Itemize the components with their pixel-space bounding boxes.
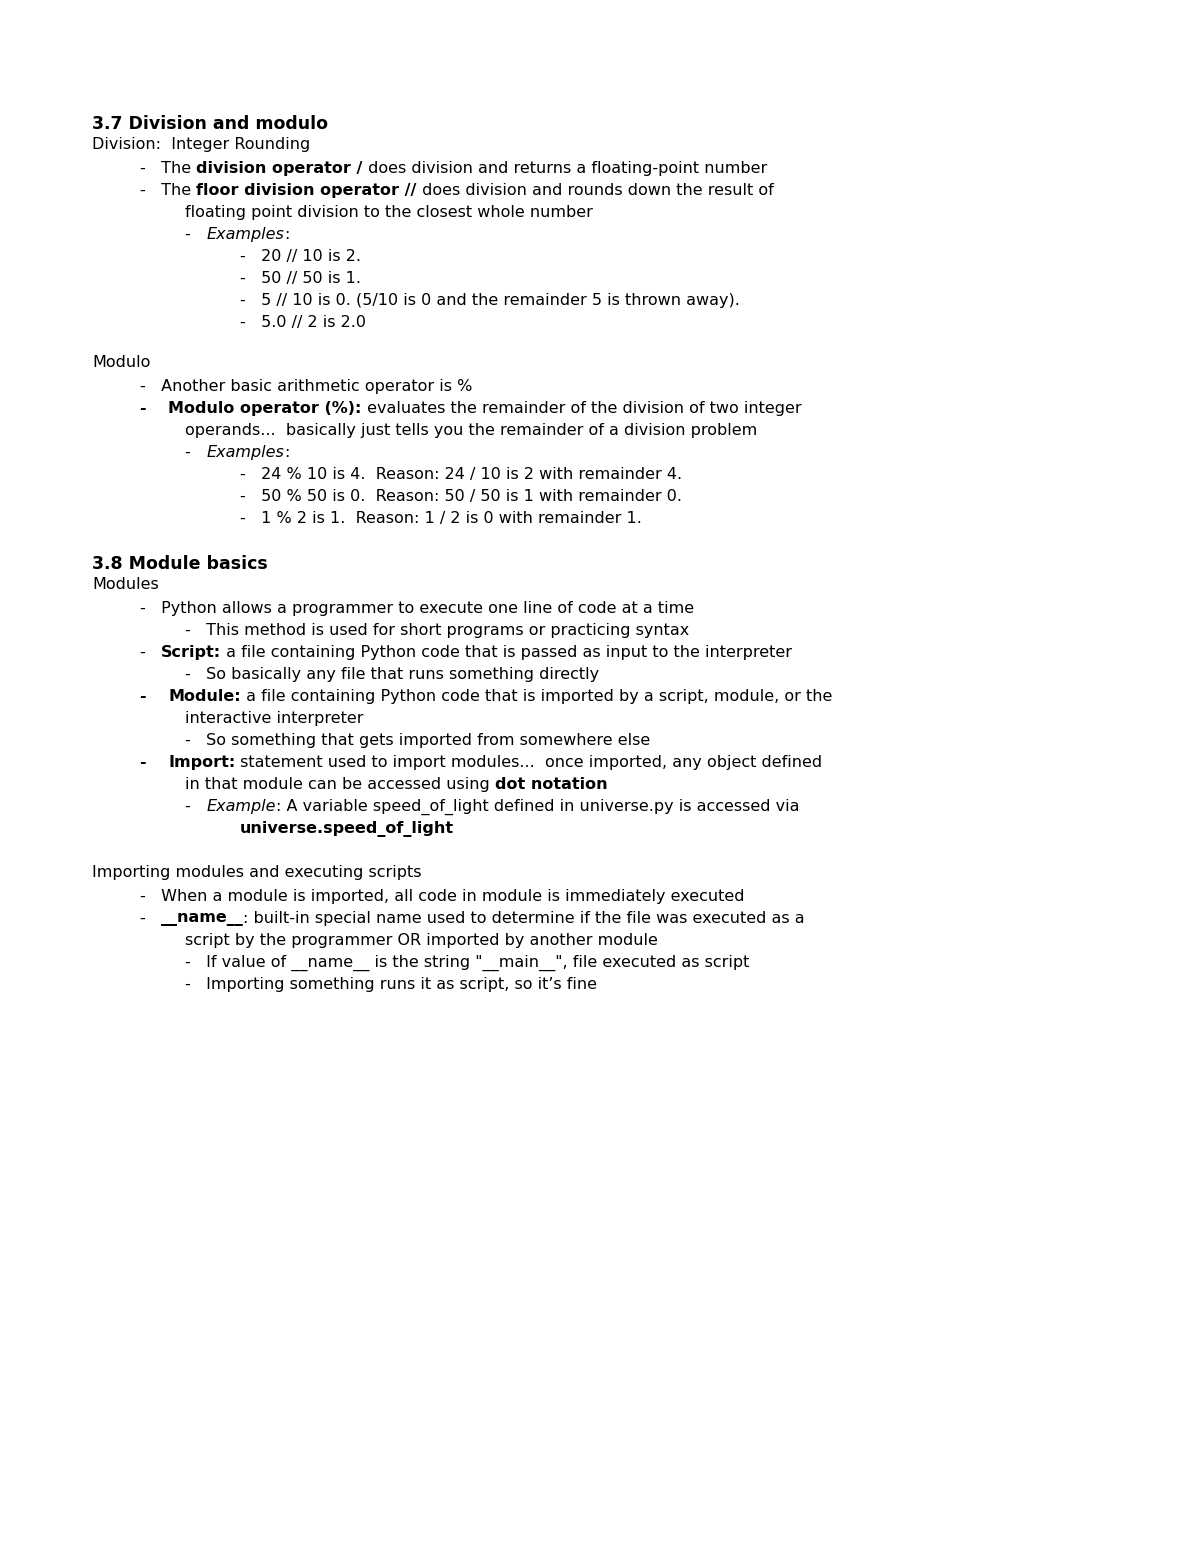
Text: -   Python allows a programmer to execute one line of code at a time: - Python allows a programmer to execute …: [140, 601, 694, 617]
Text: -   When a module is imported, all code in module is immediately executed: - When a module is imported, all code in…: [140, 888, 744, 904]
Text: -: -: [140, 644, 161, 660]
Text: does division and returns a floating-point number: does division and returns a floating-poi…: [362, 162, 767, 175]
Text: -   50 // 50 is 1.: - 50 // 50 is 1.: [240, 272, 361, 286]
Text: -: -: [140, 912, 161, 926]
Text: Division:  Integer Rounding: Division: Integer Rounding: [92, 137, 311, 152]
Text: in that module can be accessed using: in that module can be accessed using: [185, 776, 494, 792]
Text: -   24 % 10 is 4.  Reason: 24 / 10 is 2 with remainder 4.: - 24 % 10 is 4. Reason: 24 / 10 is 2 wit…: [240, 467, 682, 481]
Text: interactive interpreter: interactive interpreter: [185, 711, 364, 725]
Text: -   5.0 // 2 is 2.0: - 5.0 // 2 is 2.0: [240, 315, 366, 329]
Text: -   50 % 50 is 0.  Reason: 50 / 50 is 1 with remainder 0.: - 50 % 50 is 0. Reason: 50 / 50 is 1 wit…: [240, 489, 682, 505]
Text: __name__: __name__: [161, 912, 242, 926]
Text: -: -: [185, 798, 206, 814]
Text: -   If value of __name__ is the string "__main__", file executed as script: - If value of __name__ is the string "__…: [185, 955, 749, 971]
Text: Modulo operator (%):: Modulo operator (%):: [168, 401, 361, 416]
Text: -   The: - The: [140, 162, 197, 175]
Text: division operator /: division operator /: [197, 162, 362, 175]
Text: Import:: Import:: [168, 755, 235, 770]
Text: : A variable speed_of_light defined in universe.py is accessed via: : A variable speed_of_light defined in u…: [276, 798, 799, 815]
Text: Modulo: Modulo: [92, 356, 150, 370]
Text: Examples: Examples: [206, 446, 284, 460]
Text: script by the programmer OR imported by another module: script by the programmer OR imported by …: [185, 933, 658, 947]
Text: Modules: Modules: [92, 578, 158, 592]
Text: :: :: [284, 446, 289, 460]
Text: -   So basically any file that runs something directly: - So basically any file that runs someth…: [185, 666, 599, 682]
Text: -   This method is used for short programs or practicing syntax: - This method is used for short programs…: [185, 623, 689, 638]
Text: : built-in special name used to determine if the file was executed as a: : built-in special name used to determin…: [242, 912, 804, 926]
Text: 3.8 Module basics: 3.8 Module basics: [92, 554, 268, 573]
Text: -: -: [185, 227, 206, 242]
Text: :: :: [284, 227, 289, 242]
Text: evaluates the remainder of the division of two integer: evaluates the remainder of the division …: [361, 401, 802, 416]
Text: -: -: [185, 446, 206, 460]
Text: -   20 // 10 is 2.: - 20 // 10 is 2.: [240, 248, 361, 264]
Text: operands...  basically just tells you the remainder of a division problem: operands... basically just tells you the…: [185, 422, 757, 438]
Text: floor division operator //: floor division operator //: [197, 183, 416, 197]
Text: -   So something that gets imported from somewhere else: - So something that gets imported from s…: [185, 733, 650, 749]
Text: Examples: Examples: [206, 227, 284, 242]
Text: -   Another basic arithmetic operator is %: - Another basic arithmetic operator is %: [140, 379, 473, 394]
Text: Script:: Script:: [161, 644, 221, 660]
Text: universe.speed_of_light: universe.speed_of_light: [240, 822, 454, 837]
Text: floating point division to the closest whole number: floating point division to the closest w…: [185, 205, 593, 221]
Text: -   5 // 10 is 0. (5/10 is 0 and the remainder 5 is thrown away).: - 5 // 10 is 0. (5/10 is 0 and the remai…: [240, 294, 740, 307]
Text: statement used to import modules...  once imported, any object defined: statement used to import modules... once…: [235, 755, 822, 770]
Text: Importing modules and executing scripts: Importing modules and executing scripts: [92, 865, 421, 881]
Text: 3.7 Division and modulo: 3.7 Division and modulo: [92, 115, 328, 134]
Text: -: -: [140, 401, 158, 416]
Text: -   1 % 2 is 1.  Reason: 1 / 2 is 0 with remainder 1.: - 1 % 2 is 1. Reason: 1 / 2 is 0 with re…: [240, 511, 642, 526]
Text: does division and rounds down the result of: does division and rounds down the result…: [416, 183, 773, 197]
Text: a file containing Python code that is passed as input to the interpreter: a file containing Python code that is pa…: [221, 644, 792, 660]
Text: Example: Example: [206, 798, 276, 814]
Text: Module:: Module:: [168, 690, 241, 704]
Text: -   The: - The: [140, 183, 197, 197]
Text: -: -: [140, 755, 158, 770]
Text: a file containing Python code that is imported by a script, module, or the: a file containing Python code that is im…: [241, 690, 832, 704]
Text: -   Importing something runs it as script, so it’s fine: - Importing something runs it as script,…: [185, 977, 598, 992]
Text: -: -: [140, 690, 158, 704]
Text: dot notation: dot notation: [494, 776, 607, 792]
